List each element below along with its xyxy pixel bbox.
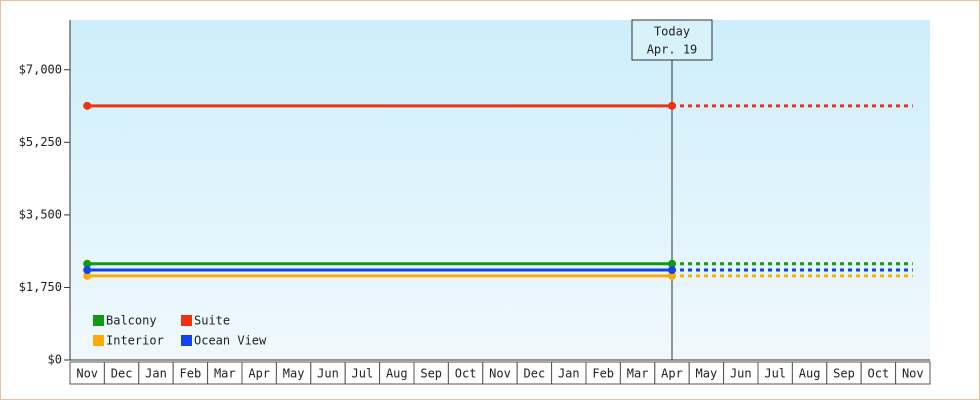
x-tick-label: Dec [111, 367, 133, 381]
x-tick-label: Jun [730, 367, 752, 381]
x-tick-label: Mar [627, 367, 649, 381]
y-tick-label: $1,750 [19, 280, 62, 294]
x-tick-label: Dec [524, 367, 546, 381]
point [83, 266, 92, 275]
x-tick-label: Aug [386, 367, 408, 381]
x-tick-box [895, 361, 931, 385]
legend-label: Ocean View [194, 334, 267, 348]
today-label: Today [654, 25, 690, 39]
plot-area [70, 20, 930, 360]
point [668, 101, 676, 110]
y-tick-label: $7,000 [19, 62, 62, 76]
point [668, 259, 676, 268]
point [83, 101, 92, 110]
x-tick-label: Nov [489, 367, 511, 381]
x-tick-label: Feb [592, 367, 614, 381]
x-tick-label: Apr [248, 367, 270, 381]
x-tick-label: May [696, 367, 718, 381]
x-tick-label: Nov [76, 367, 98, 381]
x-tick-label: Nov [902, 367, 924, 381]
x-tick-label: Oct [455, 367, 477, 381]
x-tick-label: Jun [317, 367, 339, 381]
x-tick-label: Mar [214, 367, 236, 381]
point [668, 271, 676, 280]
legend-label: Balcony [106, 314, 157, 328]
x-tick-label: Jul [764, 367, 786, 381]
today-box [631, 19, 713, 61]
x-tick-label: Jan [558, 367, 580, 381]
point [83, 259, 92, 268]
legend-swatch [93, 335, 104, 346]
today-label: Apr. 19 [647, 43, 698, 57]
legend-swatch [181, 315, 192, 326]
point [668, 266, 676, 275]
x-tick-label: Sep [833, 367, 855, 381]
legend-swatch [93, 315, 104, 326]
x-tick-label: Oct [868, 367, 890, 381]
legend-label: Interior [106, 334, 164, 348]
x-tick-label: Jan [145, 367, 167, 381]
y-tick-label: $5,250 [19, 135, 62, 149]
x-tick-label: Jul [352, 367, 374, 381]
y-tick-label: $0 [48, 353, 62, 367]
x-tick-label: Sep [420, 367, 442, 381]
legend-label: Suite [194, 314, 230, 328]
x-tick-label: Aug [799, 367, 821, 381]
legend-swatch [181, 335, 192, 346]
x-tick-label: May [283, 367, 305, 381]
x-tick-label: Apr [661, 367, 683, 381]
point [83, 271, 92, 280]
x-tick-label: Feb [180, 367, 202, 381]
y-tick-label: $3,500 [19, 207, 62, 221]
